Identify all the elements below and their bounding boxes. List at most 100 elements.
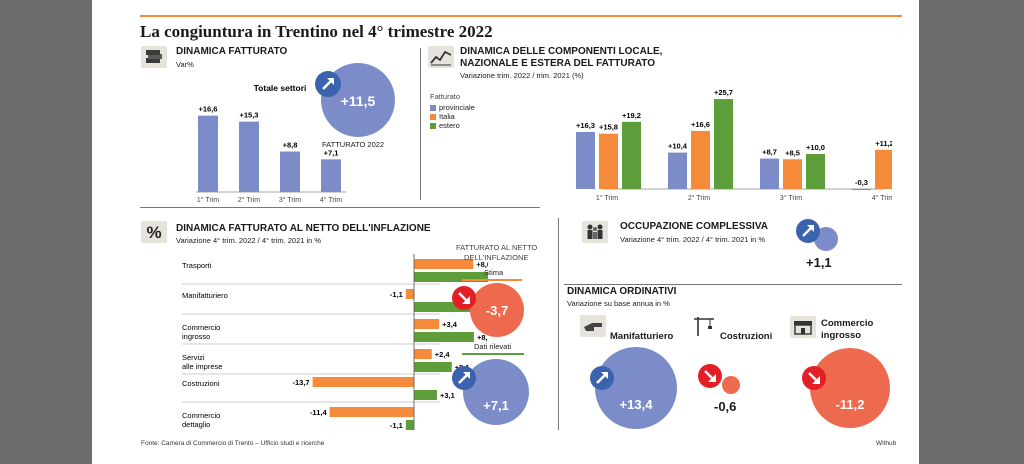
footer-credit: Withub bbox=[876, 440, 897, 447]
bar bbox=[414, 362, 452, 372]
shop-icon bbox=[790, 316, 816, 338]
fatturato-bubble-value: +11,5 bbox=[341, 93, 376, 109]
dati-value: +7,1 bbox=[483, 398, 509, 413]
dati-label: Dati rilevati bbox=[474, 342, 512, 351]
ordinativi-bubble-costruzioni bbox=[698, 364, 740, 394]
data-label: +16,3 bbox=[576, 121, 595, 130]
ordinativi-label-commercio-2: ingrosso bbox=[821, 330, 862, 341]
legend-label: Italia bbox=[439, 112, 455, 121]
occupazione-header: OCCUPAZIONE COMPLESSIVA bbox=[620, 221, 768, 232]
tick-label: 3° Trim bbox=[279, 196, 301, 204]
people-icon bbox=[582, 221, 608, 243]
ordinativi-bubble-commercio: -11,2 bbox=[802, 348, 890, 428]
bar bbox=[414, 319, 440, 329]
ordinativi-sub: Variazione su base annua in % bbox=[567, 299, 670, 308]
legend-swatch bbox=[430, 122, 436, 129]
ordinativi-value-commercio: -11,2 bbox=[836, 397, 865, 412]
data-label: +25,7 bbox=[714, 88, 733, 97]
data-label: +15,3 bbox=[240, 111, 259, 120]
category-label: dettaglio bbox=[182, 420, 210, 429]
category-label: ingrosso bbox=[182, 332, 210, 341]
tick-label: 4° Trim bbox=[320, 196, 342, 204]
footer-source: Fonte: Camera di Commercio di Trento – U… bbox=[141, 440, 325, 447]
data-label: +3,1 bbox=[440, 391, 455, 400]
data-label: +16,6 bbox=[691, 120, 710, 129]
bar bbox=[414, 390, 437, 400]
data-label: -11,4 bbox=[310, 408, 328, 417]
legend-item: estero bbox=[430, 121, 475, 130]
money-stack-icon bbox=[141, 46, 167, 68]
stima-label: Stima bbox=[484, 268, 504, 277]
bar bbox=[280, 151, 300, 192]
data-label: +8,1 bbox=[477, 333, 488, 342]
data-label: +19,2 bbox=[622, 111, 641, 120]
legend-item: provinciale bbox=[430, 103, 475, 112]
page-title: La congiuntura in Trentino nel 4° trimes… bbox=[140, 22, 493, 41]
inflazione-sub: Variazione 4° trim. 2022 / 4° trim. 2021… bbox=[176, 236, 322, 245]
data-label: +8,0 bbox=[476, 260, 488, 269]
fatturato-sub: Var% bbox=[176, 60, 194, 69]
data-label: +8,7 bbox=[762, 148, 777, 157]
data-label: +10,0 bbox=[806, 143, 825, 152]
bar bbox=[405, 289, 414, 299]
legend: provinciale Italia estero bbox=[430, 103, 475, 130]
tick-label: 3° Trim bbox=[780, 194, 802, 202]
legend-title: Fatturato bbox=[430, 92, 461, 101]
stima-rule bbox=[462, 279, 522, 281]
chart-inflazione: Trasporti+8,0+13,6Manifatturiero-1,1+12,… bbox=[182, 254, 488, 430]
bar bbox=[329, 407, 414, 417]
category-label: Commercio bbox=[182, 411, 220, 420]
bar bbox=[414, 302, 488, 312]
tick-label: 4° Trim bbox=[872, 194, 892, 202]
fatturato-bubble-label: FATTURATO 2022 bbox=[322, 140, 385, 149]
title-rule bbox=[140, 15, 902, 17]
tick-label: 1° Trim bbox=[197, 196, 219, 204]
ordinativi-value-manifatturiero: +13,4 bbox=[620, 397, 654, 412]
data-label: -1,1 bbox=[390, 290, 403, 299]
dati-rule bbox=[462, 353, 524, 355]
occupazione-sub: Variazione 4° trim. 2022 / 4° trim. 2021… bbox=[620, 235, 766, 244]
bar bbox=[714, 99, 733, 189]
ordinativi-label-manifatturiero: Manifatturiero bbox=[610, 331, 674, 342]
tick-label: 2° Trim bbox=[688, 194, 710, 202]
occupazione-value: +1,1 bbox=[806, 255, 832, 270]
data-label: -0,3 bbox=[855, 178, 868, 187]
bar bbox=[875, 149, 892, 189]
inflazione-side-title-1: FATTURATO AL NETTO bbox=[456, 243, 538, 252]
data-label: +10,4 bbox=[668, 142, 688, 151]
bar bbox=[414, 349, 432, 359]
legend-item: Italia bbox=[430, 112, 475, 121]
data-label: +11,2 bbox=[875, 139, 892, 148]
bar bbox=[198, 115, 218, 192]
bar bbox=[760, 158, 779, 189]
percent-icon: % bbox=[141, 221, 167, 243]
hand-tool-icon bbox=[580, 315, 606, 337]
bar bbox=[806, 154, 825, 189]
chart-title: Totale settori bbox=[254, 83, 307, 93]
bar bbox=[576, 131, 595, 189]
ordinativi-bubble-manifatturiero: +13,4 bbox=[590, 347, 677, 429]
ordinativi-value-costruzioni: -0,6 bbox=[714, 399, 737, 414]
fatturato-bubble: +11,5 bbox=[315, 63, 395, 137]
legend-label: provinciale bbox=[439, 103, 475, 112]
divider-vertical-top bbox=[420, 48, 421, 200]
crane-icon bbox=[694, 317, 714, 336]
legend-label: estero bbox=[439, 121, 460, 130]
divider-horizontal-left bbox=[140, 207, 540, 208]
data-label: +15,8 bbox=[599, 123, 618, 132]
fatturato-header: DINAMICA FATTURATO bbox=[176, 46, 288, 57]
divider-vertical-bottom bbox=[558, 218, 559, 430]
stima-value: -3,7 bbox=[486, 303, 508, 318]
category-label: Commercio bbox=[182, 323, 220, 332]
infographic-page: La congiuntura in Trentino nel 4° trimes… bbox=[92, 0, 919, 464]
bar bbox=[622, 121, 641, 189]
ordinativi-label-costruzioni: Costruzioni bbox=[720, 331, 773, 342]
ordinativi-header: DINAMICA ORDINATIVI bbox=[567, 286, 677, 297]
bar bbox=[405, 420, 414, 430]
chart-componenti: +16,3 +15,8 +19,2 1° Trim +10,4 +16,6 +25,7 2° … bbox=[576, 88, 892, 202]
bar bbox=[312, 377, 414, 387]
data-label: +8,8 bbox=[283, 141, 298, 150]
data-label: +16,6 bbox=[199, 105, 218, 114]
stima-bubble: -3,7 bbox=[452, 283, 524, 337]
dati-bubble: +7,1 bbox=[452, 359, 529, 425]
